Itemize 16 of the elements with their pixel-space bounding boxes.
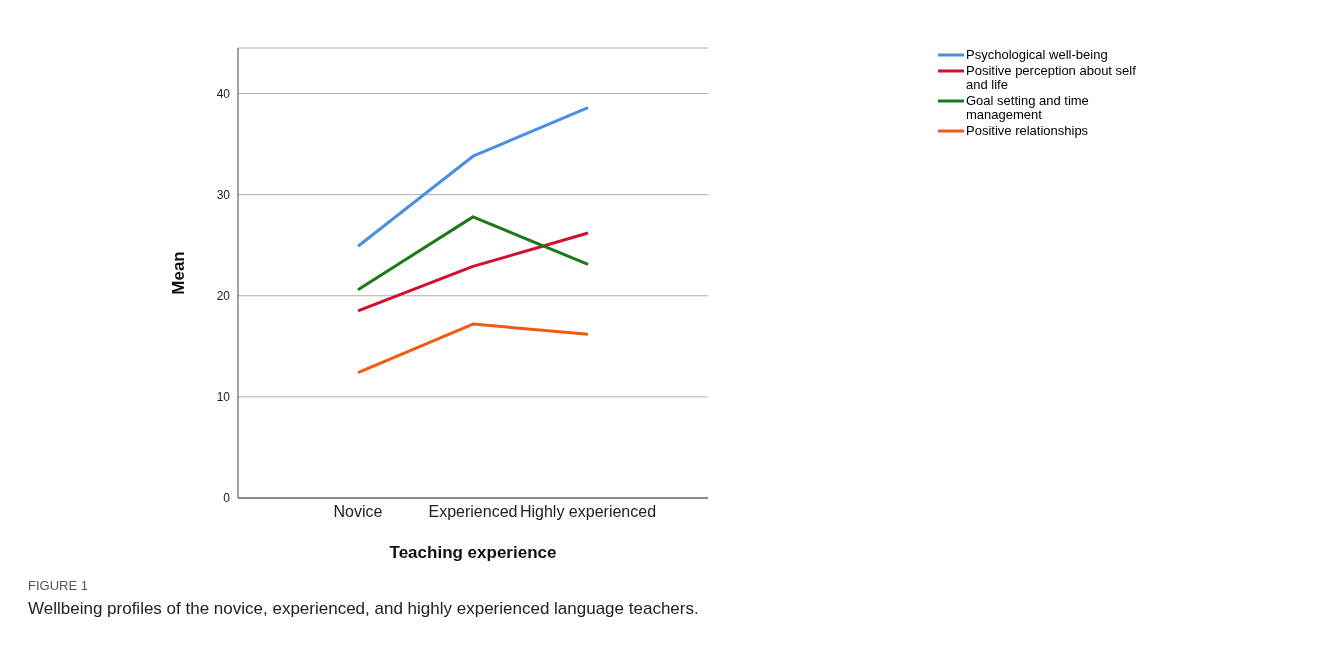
legend-label: Psychological well-being — [966, 47, 1108, 62]
text: Wellbeing profiles of the novice, experienced, and highly experienced language teachers. — [28, 599, 700, 619]
y-axis-title: Mean — [169, 251, 189, 295]
x-tick-label: Highly experienced — [519, 503, 657, 521]
y-tick-label: 40 — [216, 86, 231, 101]
caption: FIGURE 1 — [28, 578, 89, 593]
legend-label: Positive relationships — [966, 123, 1089, 138]
y-tick-label: 10 — [216, 390, 231, 405]
x-axis-title: Teaching experience — [389, 543, 557, 562]
y-tick-label: 30 — [216, 187, 231, 202]
x-tick-label: Experienced — [428, 503, 518, 521]
y-tick-label: 0 — [223, 491, 231, 506]
y-tick-label: 20 — [216, 289, 231, 304]
x-tick-label: Novice — [333, 503, 383, 521]
legend-label: Goal setting and time management — [966, 93, 1090, 122]
legend-label: Positive perception about self and life — [966, 63, 1137, 92]
